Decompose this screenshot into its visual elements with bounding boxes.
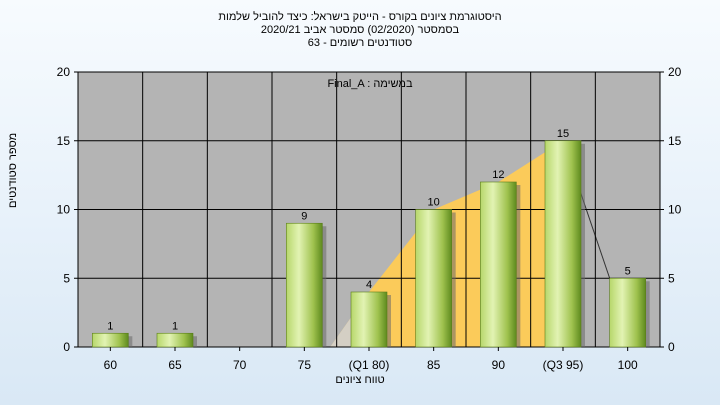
x-tick-label: 90 — [492, 358, 506, 372]
y-tick-label: 5 — [63, 271, 70, 285]
bar — [415, 209, 452, 348]
data-label: 12 — [492, 169, 504, 181]
y-tick-label: 0 — [63, 340, 70, 354]
x-tick-label: 60 — [104, 358, 118, 372]
bar — [156, 332, 194, 348]
x-tick-label: (Q3 95) — [543, 358, 584, 372]
chart-legend: Final_A : במשימה — [327, 78, 413, 90]
y-tick-label: 15 — [57, 134, 71, 148]
chart-title: היסטוגרמת ציונים בקורס - הייטק בישראל: כ… — [218, 11, 502, 23]
bar — [286, 222, 323, 348]
x-tick-label: 75 — [298, 358, 312, 372]
y-axis-title: מספר סטודנטים — [7, 132, 19, 208]
chart-titles: היסטוגרמת ציונים בקורס - הייטק בישראל: כ… — [0, 11, 720, 50]
y-tick-label: 10 — [57, 203, 71, 217]
data-label: 9 — [301, 210, 307, 222]
y-tick-label-right: 5 — [668, 271, 675, 285]
bar — [92, 332, 129, 348]
bar — [544, 140, 582, 348]
data-label: 10 — [428, 197, 440, 209]
y-tick-label-right: 0 — [668, 340, 675, 354]
y-tick-label-right: 10 — [668, 203, 682, 217]
bar — [609, 277, 646, 348]
data-label: 1 — [172, 320, 178, 332]
chart-subtitle-students: סטודנטים רשומים - 63 — [307, 37, 413, 49]
chart-subtitle-semester: בסמסטר (02/2020) סמסטר אביב 2020/21 — [260, 24, 460, 36]
data-label: 4 — [366, 279, 372, 291]
x-tick-label: 70 — [233, 358, 247, 372]
data-label: 5 — [625, 265, 631, 277]
x-tick-label: 100 — [618, 358, 638, 372]
y-tick-label-right: 15 — [668, 134, 682, 148]
x-tick-label: 85 — [427, 358, 441, 372]
data-label: 15 — [557, 128, 569, 140]
bar — [480, 181, 517, 348]
bar — [350, 291, 388, 348]
x-axis-title: טווח ציונים — [335, 374, 385, 386]
y-tick-label-right: 20 — [668, 65, 682, 79]
x-tick-label: 65 — [168, 358, 182, 372]
y-tick-label: 20 — [57, 65, 71, 79]
data-label: 1 — [107, 320, 113, 332]
x-tick-label: (Q1 80) — [349, 358, 390, 372]
